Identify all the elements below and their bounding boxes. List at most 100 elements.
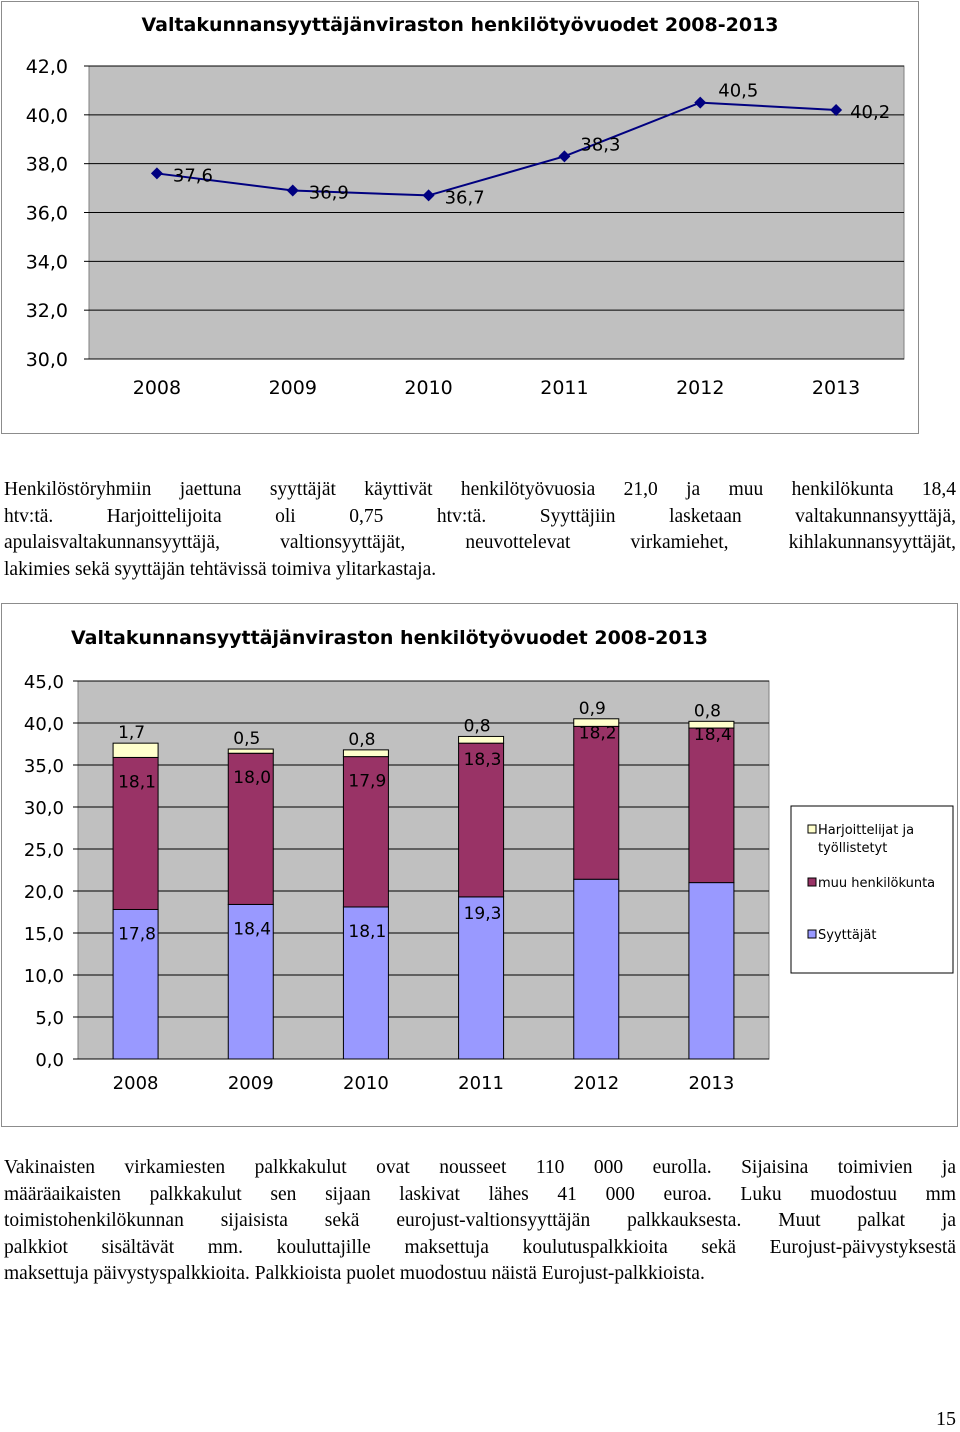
plot-area bbox=[77, 680, 770, 1060]
page-number: 15 bbox=[936, 1408, 956, 1430]
paragraph-line: määräaikaisten palkkakulut sen sijaan la… bbox=[4, 1183, 956, 1205]
y-tick-label: 45,0 bbox=[24, 672, 64, 693]
bar-segment bbox=[342, 749, 389, 758]
legend-box bbox=[790, 805, 954, 974]
y-tick-label: 5,0 bbox=[35, 1008, 64, 1029]
data-label: 18,0 bbox=[233, 768, 271, 788]
bar-segment bbox=[112, 742, 159, 758]
data-label: 1,7 bbox=[118, 723, 145, 743]
bar-segment bbox=[688, 727, 735, 884]
bar-segment bbox=[227, 748, 274, 754]
y-tick-label: 36,0 bbox=[26, 203, 68, 225]
paragraph-line: htv:tä. Harjoittelijoita oli 0,75 htv:tä… bbox=[4, 505, 956, 527]
y-tick-label: 32,0 bbox=[26, 300, 68, 322]
x-tick-label: 2010 bbox=[404, 377, 452, 399]
data-label: 19,3 bbox=[464, 904, 502, 924]
data-label: 17,9 bbox=[348, 772, 386, 792]
y-tick-label: 15,0 bbox=[24, 924, 64, 945]
bar-segment bbox=[688, 720, 735, 729]
line-chart-title: Valtakunnansyyttäjänviraston henkilötyöv… bbox=[141, 14, 779, 36]
y-tick-label: 40,0 bbox=[24, 714, 64, 735]
bar-segment bbox=[342, 756, 389, 908]
bar-chart-title: Valtakunnansyyttäjänviraston henkilötyöv… bbox=[70, 627, 709, 649]
data-point bbox=[422, 189, 435, 202]
y-tick-label: 40,0 bbox=[26, 105, 68, 127]
bar-chart: Valtakunnansyyttäjänviraston henkilötyöv… bbox=[1, 603, 958, 1127]
data-label: 18,2 bbox=[579, 723, 617, 743]
bar-segment bbox=[458, 735, 505, 744]
y-tick-label: 34,0 bbox=[26, 251, 68, 273]
bar-segment bbox=[342, 906, 389, 1060]
x-tick-label: 2011 bbox=[458, 1073, 504, 1094]
legend-label: muu henkilökunta bbox=[818, 876, 935, 891]
x-tick-label: 2010 bbox=[343, 1073, 389, 1094]
data-label: 18,4 bbox=[694, 725, 732, 745]
x-tick-label: 2013 bbox=[812, 377, 860, 399]
x-tick-label: 2009 bbox=[269, 377, 317, 399]
data-label: 0,8 bbox=[464, 716, 491, 736]
y-tick-label: 38,0 bbox=[26, 154, 68, 176]
series-line bbox=[156, 101, 837, 197]
y-tick-label: 10,0 bbox=[24, 966, 64, 987]
bar-segment bbox=[573, 725, 620, 880]
data-label: 37,6 bbox=[173, 165, 213, 186]
bar-segment bbox=[227, 903, 274, 1060]
y-tick-label: 30,0 bbox=[26, 349, 68, 371]
legend-swatch bbox=[807, 877, 817, 887]
x-tick-label: 2009 bbox=[228, 1073, 274, 1094]
data-point bbox=[694, 96, 707, 109]
x-tick-label: 2012 bbox=[573, 1073, 619, 1094]
paragraph-personnel-groups: Henkilöstöryhmiin jaettuna syyttäjät käy… bbox=[4, 477, 956, 583]
data-label: 18,4 bbox=[233, 919, 271, 939]
paragraph-line: lakimies sekä syyttäjän tehtävissä toimi… bbox=[4, 558, 437, 580]
bar-segment bbox=[112, 756, 159, 910]
x-tick-label: 2008 bbox=[113, 1073, 159, 1094]
data-label: 17,8 bbox=[118, 924, 156, 944]
data-label: 36,9 bbox=[309, 183, 349, 204]
data-point bbox=[830, 103, 843, 116]
y-tick-label: 25,0 bbox=[24, 840, 64, 861]
bar-segment bbox=[573, 718, 620, 727]
x-tick-label: 2012 bbox=[676, 377, 724, 399]
line-chart: Valtakunnansyyttäjänviraston henkilötyöv… bbox=[1, 1, 919, 434]
data-label: 18,1 bbox=[118, 772, 156, 792]
y-tick-label: 35,0 bbox=[24, 756, 64, 777]
data-label: 0,5 bbox=[233, 729, 260, 749]
data-label: 36,7 bbox=[445, 187, 485, 208]
bar-segment bbox=[458, 896, 505, 1060]
y-tick-label: 0,0 bbox=[35, 1050, 64, 1071]
paragraph-line: palkkiot sisältävät mm. kouluttajille ma… bbox=[4, 1236, 956, 1258]
bar-segment bbox=[227, 752, 274, 905]
bar-segment bbox=[458, 742, 505, 898]
data-label: 0,8 bbox=[348, 730, 375, 750]
data-point bbox=[150, 167, 163, 180]
data-label: 40,2 bbox=[850, 102, 890, 123]
y-tick-label: 30,0 bbox=[24, 798, 64, 819]
x-tick-label: 2008 bbox=[133, 377, 181, 399]
paragraph-salary-costs: Vakinaisten virkamiesten palkkakulut ova… bbox=[4, 1155, 956, 1288]
legend-swatch bbox=[807, 929, 817, 939]
paragraph-line: toimistohenkilökunnan sijaisista sekä eu… bbox=[4, 1210, 956, 1231]
bar-segment bbox=[573, 878, 620, 1060]
data-label: 40,5 bbox=[718, 81, 758, 102]
legend-label: työllistetyt bbox=[818, 841, 887, 856]
data-point bbox=[558, 150, 571, 163]
legend-swatch bbox=[807, 824, 817, 834]
data-point bbox=[286, 184, 299, 197]
data-label: 38,3 bbox=[580, 134, 620, 155]
legend-label: Harjoittelijat ja bbox=[818, 823, 914, 838]
data-label: 18,1 bbox=[348, 922, 386, 942]
bar-chart-plot: 0,0 5,0 10,0 15,0 20,0 25,0 30,0 35,0 40,0 45,0 20… bbox=[24, 672, 954, 1094]
x-tick-label: 2013 bbox=[689, 1073, 735, 1094]
data-label: 0,8 bbox=[694, 701, 721, 721]
paragraph-line: Henkilöstöryhmiin jaettuna syyttäjät käy… bbox=[4, 479, 956, 500]
y-tick-label: 20,0 bbox=[24, 882, 64, 903]
bar-segment bbox=[688, 882, 735, 1060]
paragraph-line: maksettuja päivystyspalkkioita. Palkkioi… bbox=[4, 1263, 705, 1284]
paragraph-line: apulaisvaltakunnansyyttäjä, valtionsyytt… bbox=[4, 532, 956, 553]
x-tick-label: 2011 bbox=[540, 377, 588, 399]
legend-label: Syyttäjät bbox=[818, 928, 876, 943]
data-label: 18,3 bbox=[464, 750, 502, 770]
line-chart-plot: 30,0 32,0 34,0 36,0 38,0 40,0 42,0 2008 2009 2010… bbox=[26, 56, 905, 399]
y-tick-label: 42,0 bbox=[26, 56, 68, 78]
